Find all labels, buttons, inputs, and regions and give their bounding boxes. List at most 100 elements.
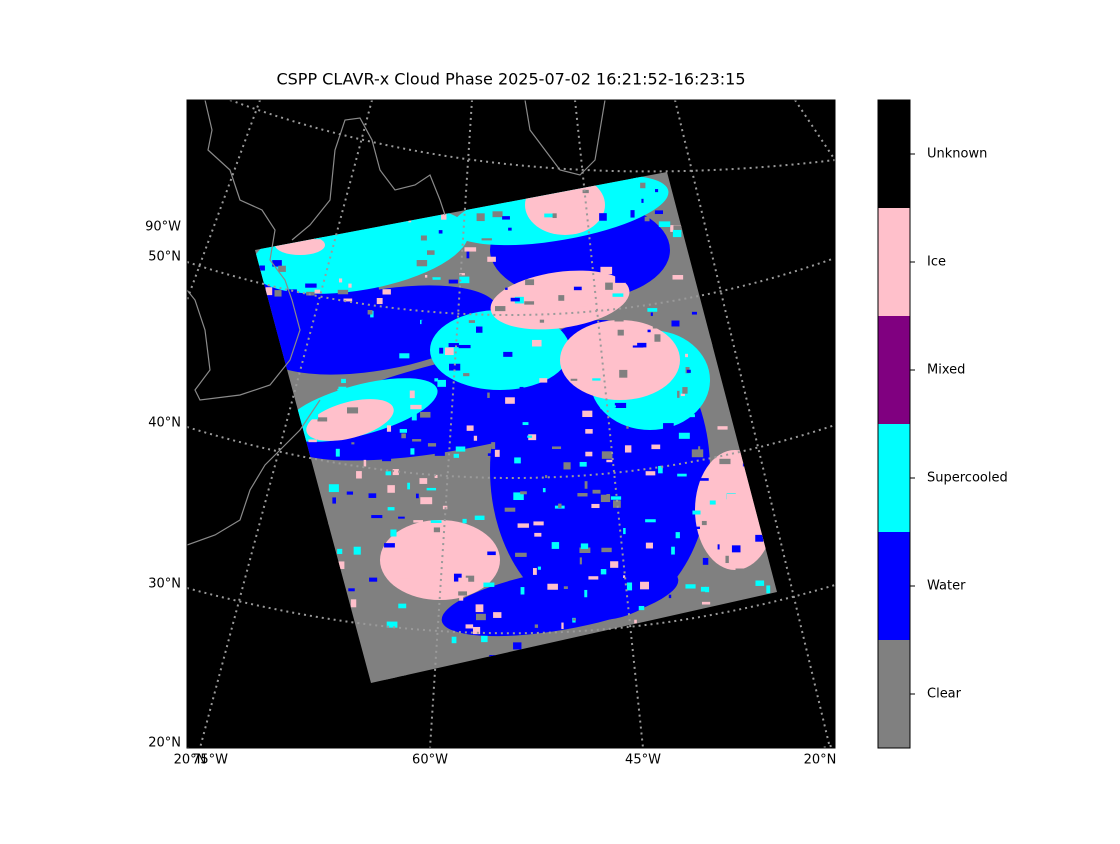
cloud-speck <box>651 444 661 450</box>
cloud-speck <box>483 582 495 587</box>
map-title: CSPP CLAVR-x Cloud Phase 2025-07-02 16:2… <box>276 70 745 89</box>
cloud-speck <box>516 411 527 414</box>
cloud-speck <box>624 445 632 453</box>
colorbar-segment <box>878 208 910 316</box>
cloud-speck <box>668 594 672 599</box>
colorbar-label: Mixed <box>927 363 965 378</box>
cloud-speck <box>592 489 601 494</box>
cloud-speck <box>505 287 508 290</box>
cloud-speck <box>680 393 685 397</box>
cloud-speck <box>678 432 690 439</box>
cloud-speck <box>727 493 737 500</box>
cloud-speck <box>465 575 475 582</box>
cloud-speck <box>673 225 685 231</box>
cloud-speck <box>601 451 613 459</box>
cloud-speck <box>361 562 364 566</box>
cloud-speck <box>416 260 428 267</box>
cloud-speck <box>348 588 355 592</box>
cloud-speck <box>579 557 582 565</box>
cloud-speck <box>476 326 483 333</box>
cloud-speck <box>691 449 704 458</box>
colorbar-label: Water <box>927 579 966 594</box>
cloud-speck <box>641 198 644 203</box>
graticule <box>187 100 835 748</box>
lat-label: 20°N <box>148 736 181 751</box>
cloud-speck <box>401 433 406 439</box>
lon-label: 20°N <box>804 753 837 768</box>
cloud-speck <box>531 252 540 259</box>
cloud-speck <box>619 369 628 378</box>
cloud-speck <box>495 306 506 312</box>
cloud-speck <box>613 500 621 508</box>
cloud-speck <box>735 568 746 574</box>
cloud-speck <box>612 293 624 297</box>
cloud-speck <box>386 621 398 628</box>
cloud-speck <box>600 405 608 410</box>
cloud-speck <box>600 569 607 575</box>
cloud-speck <box>390 529 397 537</box>
cloud-speck <box>410 404 422 410</box>
cloud-speck <box>653 537 661 540</box>
cloud-speck <box>519 386 524 395</box>
cloud-speck <box>442 445 445 452</box>
cloud-speck <box>597 253 607 261</box>
axis-labels: 90°W50°N40°N30°N20°N20°N75°W 60°W 45°W 20°N <box>145 220 836 768</box>
cloud-speck <box>432 277 441 280</box>
cloud-speck <box>382 289 391 295</box>
cloud-speck <box>654 334 661 342</box>
cloud-speck <box>360 516 365 521</box>
cloud-speck <box>578 306 584 311</box>
cloud-speck <box>644 216 650 222</box>
cloud-speck <box>420 497 433 505</box>
cloud-speck <box>625 461 635 469</box>
cloud-speck <box>433 527 441 533</box>
cloud-speck <box>579 302 588 307</box>
cloud-speck <box>623 575 626 578</box>
cloud-speck <box>551 542 560 549</box>
cloud-speck <box>413 520 424 523</box>
map-area <box>187 100 835 748</box>
cloud-speck <box>437 379 446 387</box>
cloud-speck <box>462 518 467 524</box>
cloud-speck <box>717 544 720 550</box>
cloud-speck <box>338 278 343 283</box>
cloud-speck <box>473 435 478 441</box>
cloud-speck <box>628 257 633 261</box>
cloud-speck <box>572 618 577 621</box>
cloud-speck <box>453 453 460 458</box>
cloud-speck <box>493 612 502 618</box>
cloud-region <box>430 310 570 390</box>
cloud-speck <box>430 520 442 523</box>
cloud-speck <box>701 520 707 526</box>
cloud-speck <box>419 478 428 484</box>
cloud-speck <box>599 213 607 221</box>
cloud-speck <box>474 515 485 520</box>
cloud-speck <box>398 578 411 581</box>
cloud-speck <box>583 245 591 252</box>
cloud-speck <box>525 279 535 286</box>
cloud-speck <box>544 213 555 218</box>
cloud-speck <box>688 369 700 374</box>
cloud-speck <box>614 317 624 322</box>
cloud-speck <box>561 622 564 630</box>
cloud-speck <box>522 485 532 492</box>
cloud-speck <box>614 402 627 409</box>
colorbar-label: Supercooled <box>927 471 1008 486</box>
cloud-speck <box>618 261 623 268</box>
cloud-speck <box>717 426 728 430</box>
cloud-speck <box>278 265 286 272</box>
cloud-speck <box>563 586 568 589</box>
cloud-speck <box>410 448 415 455</box>
cloud-speck <box>580 543 589 549</box>
cloud-speck <box>448 279 458 284</box>
cloud-speck <box>677 390 680 398</box>
cloud-speck <box>472 626 481 635</box>
cloud-speck <box>335 448 340 457</box>
cloud-speck <box>630 210 635 218</box>
cloud-speck <box>573 286 582 291</box>
cloud-speck <box>385 675 397 681</box>
cloud-speck <box>504 501 509 510</box>
cloud-speck <box>449 363 461 371</box>
cloud-speck <box>504 507 516 512</box>
